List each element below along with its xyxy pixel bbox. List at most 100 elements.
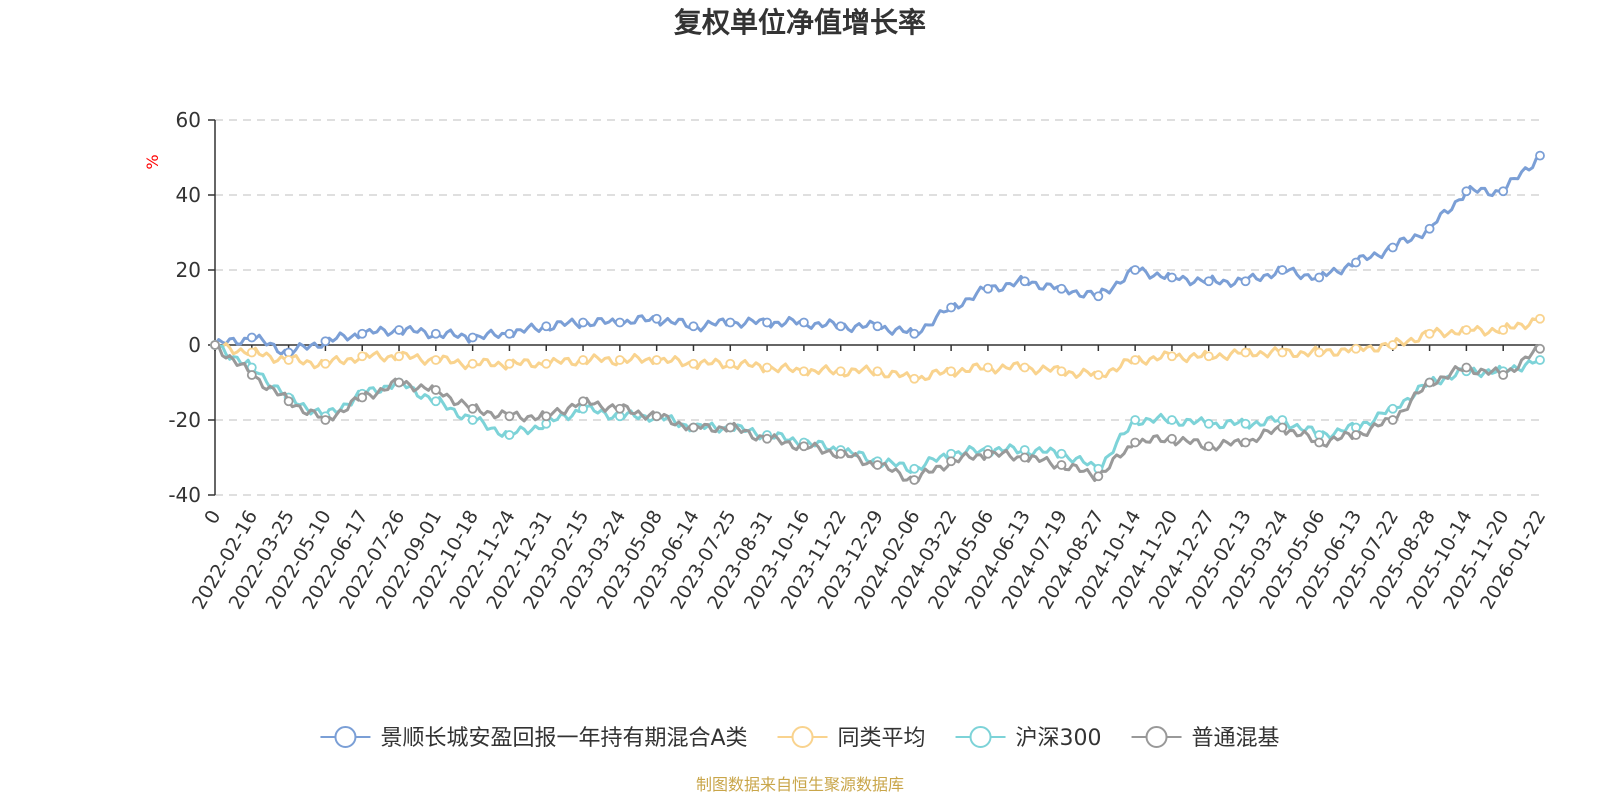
- data-point: [1240, 418, 1251, 429]
- data-point: [946, 366, 957, 377]
- data-point: [1093, 291, 1104, 302]
- data-point: [1424, 328, 1435, 339]
- data-point: [762, 362, 772, 373]
- y-tick-label: 40: [176, 183, 201, 207]
- data-point: [1019, 362, 1030, 373]
- data-point: [320, 415, 331, 425]
- data-point: [1351, 430, 1361, 440]
- data-point: [1130, 415, 1141, 425]
- data-point: [1277, 265, 1288, 275]
- data-point: [541, 358, 552, 369]
- legend: 景顺长城安盈回报一年持有期混合A类 同类平均 沪深300 普通混基: [320, 726, 1280, 751]
- data-point: [1130, 265, 1141, 275]
- data-point: [1535, 313, 1545, 324]
- data-point: [725, 317, 736, 328]
- x-tick-label: 0: [200, 507, 225, 528]
- data-point: [1498, 370, 1509, 380]
- legend-circle-icon: [791, 726, 814, 748]
- data-point: [504, 358, 515, 369]
- data-point: [835, 321, 846, 332]
- data-point: [1351, 257, 1361, 268]
- data-point: [578, 317, 588, 328]
- data-point: [210, 340, 220, 350]
- legend-circle-icon: [1145, 726, 1168, 748]
- data-point: [651, 411, 662, 422]
- data-point: [1387, 415, 1398, 425]
- data-point: [651, 313, 662, 324]
- data-point: [283, 355, 294, 365]
- data-point: [1387, 242, 1398, 253]
- data-point: [394, 377, 404, 388]
- legend-item-1[interactable]: 同类平均: [777, 726, 926, 751]
- data-point: [1019, 276, 1030, 287]
- legend-label: 沪深300: [1016, 726, 1102, 751]
- data-point: [1203, 418, 1214, 429]
- data-point: [1535, 150, 1545, 161]
- data-point: [798, 317, 809, 328]
- legend-item-0[interactable]: 景顺长城安盈回报一年持有期混合A类: [320, 726, 748, 751]
- data-point: [688, 358, 699, 369]
- data-point: [504, 430, 515, 440]
- data-point: [1498, 325, 1509, 335]
- data-point: [467, 332, 478, 343]
- data-point: [1203, 441, 1214, 452]
- data-point: [1167, 351, 1177, 362]
- data-point: [946, 456, 957, 467]
- y-axis: 60 40 20 0 -20 -40: [168, 108, 216, 507]
- data-point: [430, 385, 441, 395]
- data-point: [688, 321, 699, 332]
- data-point: [946, 302, 957, 313]
- data-point: [394, 351, 404, 362]
- data-point: [651, 355, 662, 365]
- series-line-2: [213, 343, 1542, 474]
- data-point: [357, 351, 368, 362]
- data-point: [504, 411, 515, 422]
- data-point: [1056, 460, 1067, 470]
- data-point: [430, 396, 441, 407]
- data-point: [909, 373, 920, 384]
- y-tick-label: 60: [176, 108, 201, 132]
- data-point: [1498, 186, 1509, 197]
- data-point: [1056, 283, 1067, 294]
- data-point: [798, 441, 809, 452]
- data-point: [1351, 343, 1361, 354]
- data-point: [725, 422, 736, 433]
- data-point: [872, 321, 883, 332]
- data-point: [1240, 276, 1251, 287]
- data-point: [394, 325, 404, 335]
- data-point: [1424, 377, 1435, 388]
- data-point: [1240, 437, 1251, 448]
- data-point: [1019, 452, 1030, 463]
- data-point: [614, 403, 625, 414]
- data-point: [320, 358, 331, 369]
- y-tick-label: 0: [188, 333, 201, 357]
- data-point: [1130, 355, 1141, 365]
- data-point: [467, 403, 478, 414]
- data-point: [1314, 437, 1325, 448]
- data-point: [578, 355, 588, 365]
- data-point: [798, 366, 809, 377]
- series-layer: [210, 150, 1545, 485]
- data-point: [872, 460, 883, 470]
- legend-item-3[interactable]: 普通混基: [1131, 726, 1280, 751]
- data-point: [725, 358, 736, 369]
- data-point: [1167, 272, 1177, 283]
- data-point: [909, 475, 920, 485]
- data-point: [1461, 186, 1472, 197]
- data-point: [504, 328, 515, 339]
- data-point: [835, 366, 846, 377]
- data-point: [357, 392, 368, 403]
- data-point: [614, 355, 625, 365]
- data-point: [1277, 422, 1288, 433]
- data-point: [1424, 223, 1435, 234]
- data-point: [983, 283, 993, 294]
- data-point: [872, 366, 883, 377]
- data-point: [1056, 366, 1067, 377]
- data-point: [1167, 415, 1177, 425]
- source-note: 制图数据来自恒生聚源数据库: [696, 775, 904, 794]
- data-point: [357, 328, 368, 339]
- data-point: [1093, 370, 1104, 380]
- legend-item-2[interactable]: 沪深300: [955, 726, 1102, 751]
- data-point: [246, 370, 257, 380]
